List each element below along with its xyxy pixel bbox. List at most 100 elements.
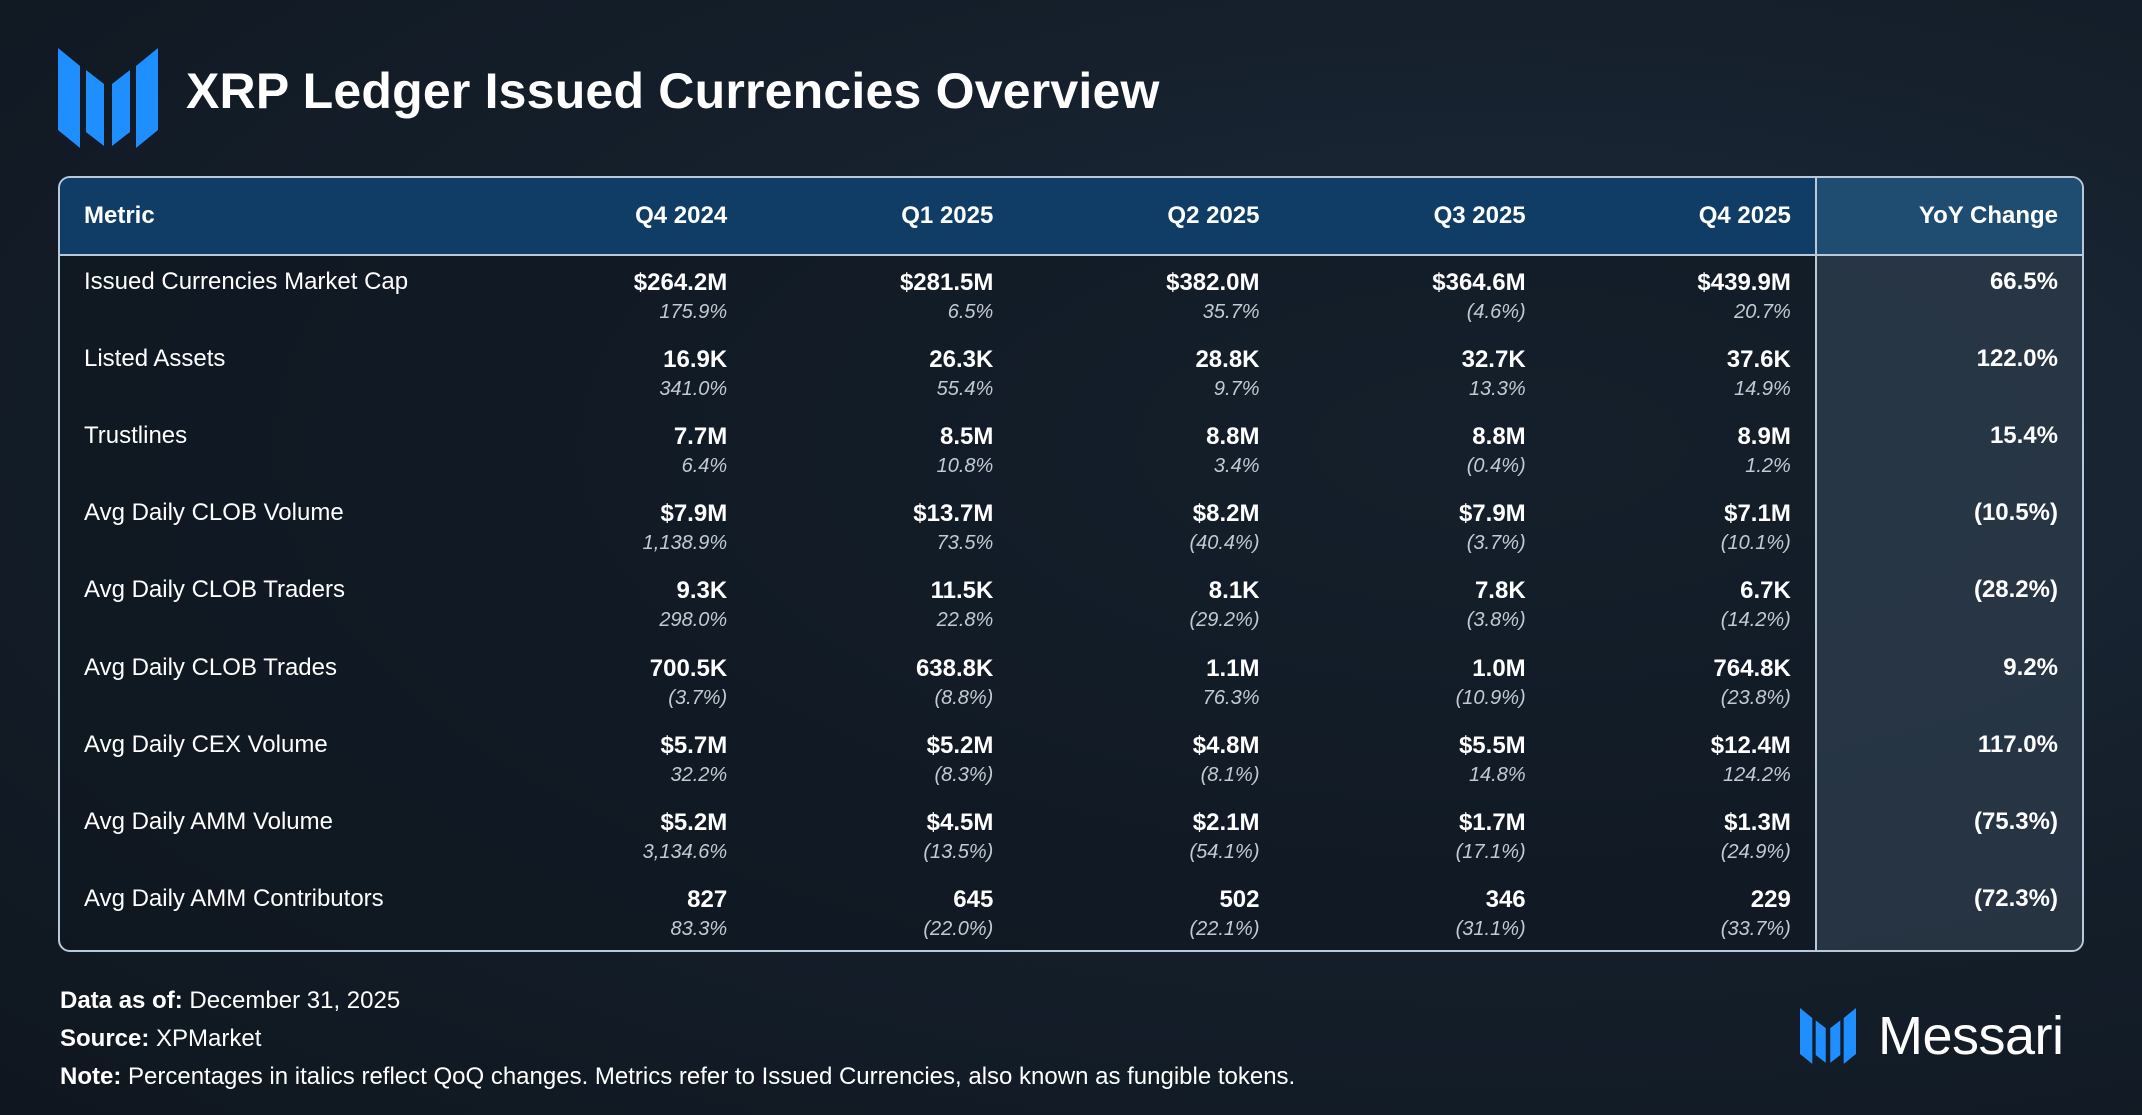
table-header-row: Metric Q4 2024 Q1 2025 Q2 2025 Q3 2025 Q…	[60, 178, 2082, 256]
value-cell: $5.7M 32.2%	[485, 719, 751, 796]
note: Note: Percentages in italics reflect QoQ…	[60, 1063, 1296, 1090]
messari-logo-icon	[58, 48, 158, 148]
value-cell: $4.8M (8.1%)	[1017, 719, 1283, 796]
cell-qoq-change: 1.2%	[1745, 455, 1791, 478]
yoy-change-cell: 9.2%	[1814, 641, 2082, 719]
value-cell: $364.6M (4.6%)	[1284, 255, 1550, 333]
table-row: Avg Daily AMM Contributors 827 83.3% 645 (22…	[60, 872, 2082, 950]
cell-qoq-change: 1,138.9%	[642, 532, 728, 555]
value-cell: 229 (33.7%)	[1550, 873, 1816, 950]
cell-value: 638.8K	[915, 654, 994, 682]
yoy-change-cell: 66.5%	[1814, 255, 2082, 334]
cell-value: 11.5K	[930, 577, 994, 605]
cell-qoq-change: 13.3%	[1468, 378, 1526, 401]
column-header: Q3 2025	[1283, 178, 1550, 256]
cell-qoq-change: 83.3%	[670, 917, 728, 940]
brand-name: Messari	[1878, 1006, 2064, 1066]
value-cell: 8.1K (29.2%)	[1017, 564, 1283, 641]
metric-name: Avg Daily CEX Volume	[84, 730, 328, 758]
value-cell: 16.9K 341.0%	[485, 333, 751, 410]
cell-qoq-change: (54.1%)	[1189, 840, 1260, 863]
yoy-change-cell: 15.4%	[1814, 410, 2082, 488]
messari-brand-icon	[1800, 1008, 1856, 1064]
cell-value: $364.6M	[1432, 269, 1526, 296]
metric-name: Trustlines	[84, 422, 188, 450]
cell-qoq-change: 55.4%	[936, 378, 994, 401]
cell-qoq-change: (22.1%)	[1189, 917, 1260, 940]
cell-qoq-change: 341.0%	[659, 378, 728, 401]
value-cell: 7.8K (3.8%)	[1284, 564, 1550, 641]
metric-name: Avg Daily CLOB Traders	[84, 576, 345, 604]
yoy-change-cell: (72.3%)	[1814, 872, 2082, 950]
table-row: Avg Daily CLOB Trades 700.5K (3.7%) 638.8K (…	[60, 641, 2082, 719]
cell-value: $7.1M	[1724, 500, 1791, 528]
value-cell: $13.7M 73.5%	[751, 487, 1017, 564]
cell-qoq-change: (10.1%)	[1720, 532, 1791, 555]
column-header: Metric	[60, 178, 486, 256]
metric-name: Avg Daily AMM Volume	[84, 807, 333, 835]
cell-qoq-change: (40.4%)	[1189, 532, 1260, 555]
cell-qoq-change: 14.9%	[1734, 378, 1791, 401]
value-cell: $4.5M (13.5%)	[751, 796, 1017, 873]
value-cell: $7.1M (10.1%)	[1550, 487, 1816, 564]
metric-name: Avg Daily CLOB Trades	[84, 653, 337, 681]
value-cell: 502 (22.1%)	[1017, 873, 1283, 950]
cell-value: $382.0M	[1166, 269, 1260, 296]
metric-name: Avg Daily CLOB Volume	[84, 499, 344, 527]
column-header: Q4 2025	[1549, 178, 1816, 256]
cell-value: 8.8M	[1472, 423, 1526, 451]
value-cell: 37.6K 14.9%	[1550, 333, 1816, 410]
cell-qoq-change: 10.8%	[936, 455, 994, 478]
cell-value: 7.8K	[1474, 577, 1526, 605]
value-cell: $2.1M (54.1%)	[1017, 796, 1283, 873]
cell-value: 229	[1750, 885, 1791, 913]
value-cell: $1.7M (17.1%)	[1284, 796, 1550, 873]
value-cell: 7.7M 6.4%	[485, 410, 751, 487]
cell-qoq-change: 22.8%	[936, 609, 994, 632]
value-cell: $5.2M (8.3%)	[751, 719, 1017, 796]
cell-value: 16.9K	[663, 346, 728, 374]
cell-value: 645	[953, 885, 994, 913]
column-header-yoy: YoY Change	[1814, 178, 2082, 256]
cell-qoq-change: (33.7%)	[1720, 917, 1791, 940]
cell-value: 8.1K	[1208, 577, 1260, 605]
value-cell: $7.9M 1,138.9%	[485, 487, 751, 564]
cell-value: 346	[1485, 885, 1526, 913]
cell-value: 37.6K	[1726, 346, 1791, 374]
cell-qoq-change: (3.8%)	[1466, 609, 1526, 632]
table-row: Avg Daily CLOB Volume $7.9M 1,138.9% $13.7M…	[60, 487, 2082, 565]
value-cell: $5.5M 14.8%	[1284, 719, 1550, 796]
cell-value: 8.9M	[1737, 423, 1791, 451]
value-cell: 32.7K 13.3%	[1284, 333, 1550, 410]
cell-qoq-change: 175.9%	[659, 301, 728, 323]
value-cell: 645 (22.0%)	[751, 873, 1017, 950]
cell-value: $7.9M	[1458, 500, 1526, 528]
cell-value: 7.7M	[673, 423, 728, 451]
page-title: XRP Ledger Issued Currencies Overview	[186, 63, 1160, 119]
cell-qoq-change: (24.9%)	[1720, 840, 1791, 863]
value-cell: 346 (31.1%)	[1284, 873, 1550, 950]
cell-value: 6.7K	[1740, 577, 1791, 605]
value-cell: 26.3K 55.4%	[751, 333, 1017, 410]
cell-value: $12.4M	[1710, 731, 1791, 759]
value-cell: 764.8K (23.8%)	[1550, 642, 1816, 719]
table-row: Avg Daily AMM Volume $5.2M 3,134.6% $4.5M (1…	[60, 795, 2082, 873]
cell-qoq-change: 9.7%	[1213, 378, 1260, 401]
value-cell: $8.2M (40.4%)	[1017, 487, 1283, 564]
cell-qoq-change: (10.9%)	[1455, 686, 1526, 709]
value-cell: $264.2M 175.9%	[485, 255, 751, 333]
cell-qoq-change: 14.8%	[1468, 763, 1526, 786]
value-cell: 28.8K 9.7%	[1017, 333, 1283, 410]
column-header: Q1 2025	[751, 178, 1018, 256]
source: Source: XPMarket	[60, 1025, 262, 1052]
cell-qoq-change: 3,134.6%	[642, 840, 728, 863]
cell-qoq-change: (13.5%)	[923, 840, 994, 863]
value-cell: 8.9M 1.2%	[1550, 410, 1816, 487]
cell-value: $1.7M	[1458, 808, 1526, 836]
value-cell: 8.8M 3.4%	[1017, 410, 1283, 487]
value-cell: 9.3K 298.0%	[485, 564, 751, 641]
table-row: Avg Daily CLOB Traders 9.3K 298.0% 11.5K 22.…	[60, 564, 2082, 642]
cell-qoq-change: 20.7%	[1734, 301, 1791, 323]
cell-value: $8.2M	[1192, 500, 1260, 528]
cell-qoq-change: (31.1%)	[1455, 917, 1526, 940]
